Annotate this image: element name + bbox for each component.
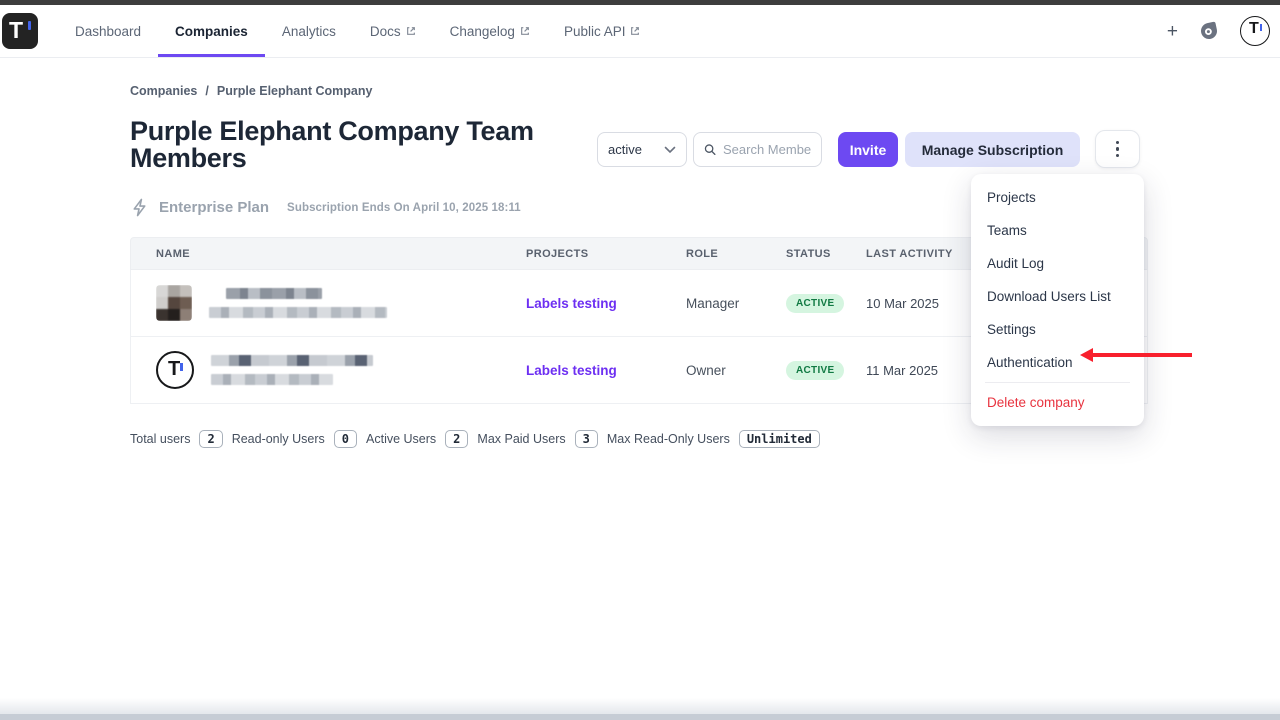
project-link[interactable]: Labels testing <box>526 362 617 378</box>
external-link-icon <box>631 27 640 35</box>
search-box <box>693 132 822 167</box>
breadcrumb-separator: / <box>205 84 209 98</box>
kebab-dot <box>1115 147 1120 151</box>
invite-button[interactable]: Invite <box>838 132 898 167</box>
member-name-cell <box>156 285 526 321</box>
menu-item-delete-company[interactable]: Delete company <box>987 395 1085 410</box>
nav-label: Companies <box>175 23 248 39</box>
nav-label: Analytics <box>281 23 336 39</box>
user-avatar[interactable]: T <box>1240 16 1270 46</box>
menu-item-projects[interactable]: Projects <box>987 190 1036 205</box>
window-top-edge <box>0 0 1280 5</box>
redacted-identity <box>209 288 387 318</box>
redacted-email <box>209 307 387 318</box>
status-filter-select[interactable]: active <box>597 132 687 167</box>
pixelated-avatar-image <box>156 285 192 321</box>
menu-item-settings[interactable]: Settings <box>987 322 1036 337</box>
user-stats-row: Total users 2 Read-only Users 0 Active U… <box>130 430 820 448</box>
status-filter-value: active <box>608 142 642 157</box>
chevron-down-icon <box>664 146 676 153</box>
stat-value-readonly-users: 0 <box>333 430 358 448</box>
manage-subscription-button[interactable]: Manage Subscription <box>905 132 1080 167</box>
subscription-end-note: Subscription Ends On April 10, 2025 18:1… <box>287 201 521 214</box>
lightning-icon <box>133 198 146 217</box>
nav-label: Public API <box>563 23 626 39</box>
menu-item-teams[interactable]: Teams <box>987 223 1027 238</box>
logo-letter: T <box>9 17 24 43</box>
redacted-name <box>226 288 322 299</box>
window-bottom-edge <box>0 714 1280 720</box>
member-name-cell: T <box>156 351 526 389</box>
company-actions-menu-button[interactable] <box>1095 130 1140 168</box>
status-badge: ACTIVE <box>786 360 845 380</box>
col-name: NAME <box>156 247 190 260</box>
add-icon[interactable]: + <box>1166 20 1178 42</box>
redacted-email <box>211 374 333 385</box>
last-activity-date: 10 Mar 2025 <box>866 295 939 311</box>
menu-item-download-users-list[interactable]: Download Users List <box>987 289 1111 304</box>
page-title: Purple Elephant Company Team Members <box>130 116 534 173</box>
app-logo[interactable]: T <box>2 13 38 49</box>
nav-label: Changelog <box>449 23 515 39</box>
last-activity-date: 11 Mar 2025 <box>866 362 939 378</box>
company-actions-menu: Projects Teams Audit Log Download Users … <box>971 174 1144 426</box>
nav-item-analytics[interactable]: Analytics <box>265 5 353 57</box>
external-link-icon <box>406 27 415 35</box>
menu-item-authentication[interactable]: Authentication <box>987 355 1073 370</box>
stat-label-max-readonly-users: Max Read-Only Users <box>606 432 730 446</box>
search-icon <box>704 144 716 156</box>
col-status: STATUS <box>786 247 831 260</box>
member-role: Manager <box>686 295 740 311</box>
logo-accent <box>28 21 31 30</box>
whats-new-glyph <box>1201 21 1217 39</box>
menu-item-audit-log[interactable]: Audit Log <box>987 256 1045 271</box>
stat-label-active-users: Active Users <box>366 432 437 446</box>
nav-label: Dashboard <box>75 23 142 39</box>
menu-divider <box>985 382 1130 383</box>
stat-value-total-users: 2 <box>199 430 223 448</box>
kebab-dot <box>1115 140 1120 145</box>
nav-item-docs[interactable]: Docs <box>353 5 433 57</box>
whats-new-icon[interactable] <box>1199 21 1219 41</box>
col-last-activity: LAST ACTIVITY <box>866 247 953 260</box>
stat-value-max-readonly-users: Unlimited <box>738 430 820 448</box>
nav-item-dashboard[interactable]: Dashboard <box>58 5 158 57</box>
nav-item-public-api[interactable]: Public API <box>547 5 658 57</box>
col-role: ROLE <box>686 247 719 260</box>
stat-value-max-paid-users: 3 <box>574 430 598 448</box>
top-nav: T Dashboard Companies Analytics Docs Cha… <box>0 5 1280 58</box>
breadcrumb: Companies / Purple Elephant Company <box>130 84 372 98</box>
stat-label-total-users: Total users <box>130 432 191 446</box>
primary-nav: Dashboard Companies Analytics Docs Chang… <box>58 5 657 57</box>
breadcrumb-parent[interactable]: Companies <box>130 84 198 98</box>
redacted-identity <box>211 355 373 385</box>
search-input[interactable] <box>723 142 811 157</box>
col-projects: PROJECTS <box>526 247 589 260</box>
nav-item-changelog[interactable]: Changelog <box>433 5 547 57</box>
stat-label-readonly-users: Read-only Users <box>231 432 325 446</box>
redacted-name <box>211 355 373 366</box>
avatar-accent <box>180 363 183 371</box>
avatar-accent <box>1259 24 1262 31</box>
plan-info: Enterprise Plan Subscription Ends On Apr… <box>130 198 521 217</box>
member-role: Owner <box>686 362 726 378</box>
page-bottom-fade <box>0 698 1280 714</box>
avatar-letter: T <box>168 358 181 380</box>
nav-right-actions: + T <box>1167 16 1270 46</box>
stat-label-max-paid-users: Max Paid Users <box>477 432 566 446</box>
member-avatar <box>156 285 192 321</box>
status-badge: ACTIVE <box>786 293 845 313</box>
nav-label: Docs <box>369 23 401 39</box>
breadcrumb-current[interactable]: Purple Elephant Company <box>216 84 373 98</box>
avatar-letter: T <box>1249 20 1259 37</box>
nav-item-companies[interactable]: Companies <box>158 5 265 57</box>
plan-name: Enterprise Plan <box>159 199 270 216</box>
stat-value-active-users: 2 <box>445 430 469 448</box>
project-link[interactable]: Labels testing <box>526 295 617 311</box>
member-avatar: T <box>156 351 194 389</box>
kebab-dot <box>1115 153 1120 158</box>
external-link-icon <box>521 27 529 35</box>
